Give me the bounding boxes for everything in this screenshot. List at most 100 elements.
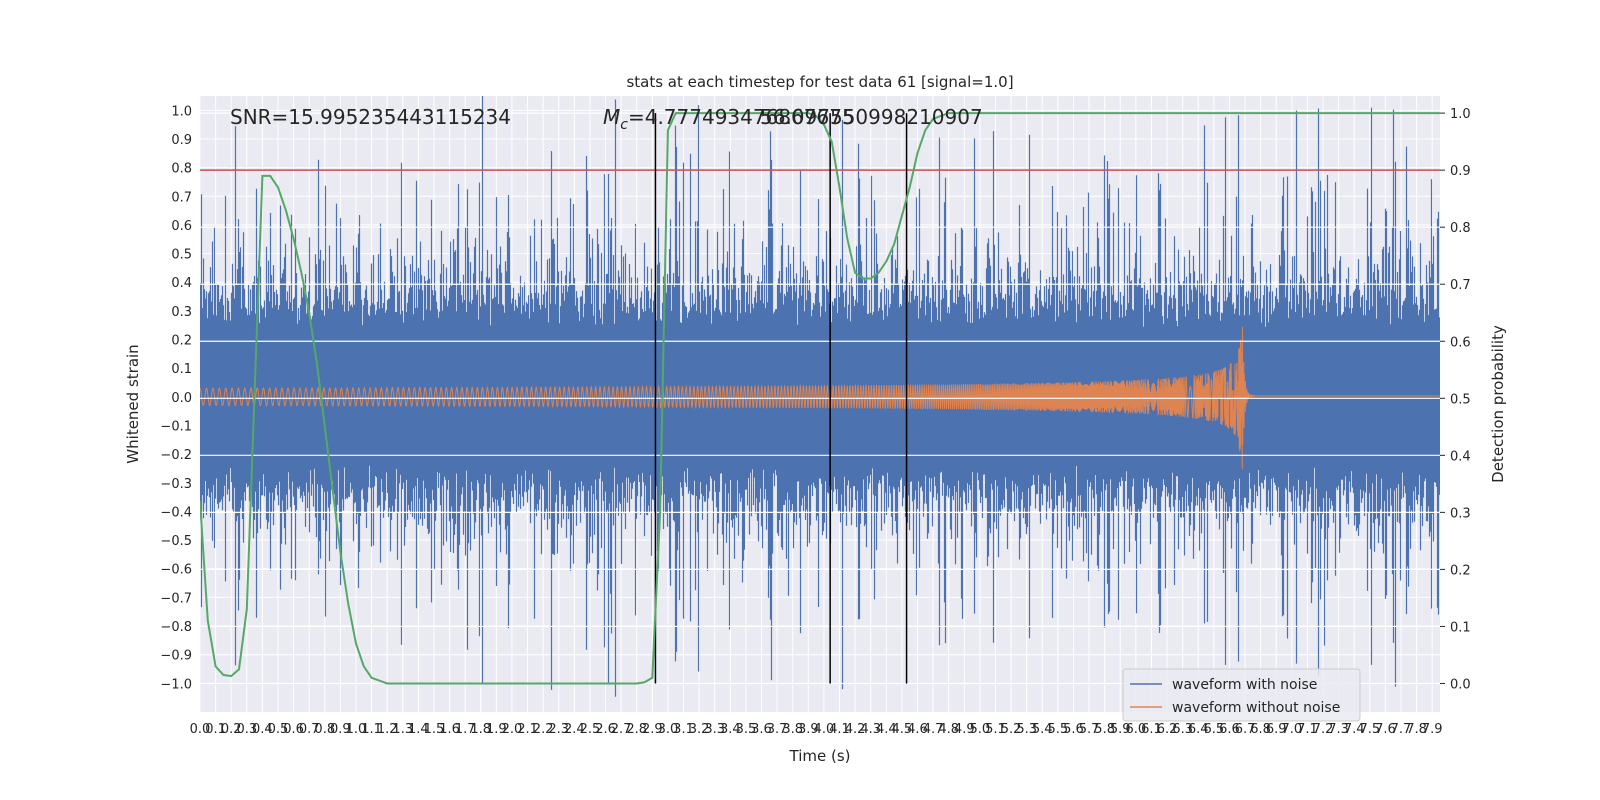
x-tick-label: 1.3	[392, 722, 413, 737]
y-tick-label: −0.3	[160, 477, 192, 492]
y-tick-label: 0.5	[171, 248, 192, 263]
y2-tick-label: 0.9	[1450, 164, 1471, 179]
y-tick-label: 0.4	[171, 276, 192, 291]
chirp-mass-overlap-text: 56.097550998210907	[760, 105, 983, 129]
chart-title: stats at each timestep for test data 61 …	[626, 73, 1013, 91]
legend-label-noise: waveform with noise	[1172, 677, 1317, 693]
x-tick-label: 3.7	[767, 722, 788, 737]
x-tick-label: 0.8	[314, 722, 335, 737]
x-tick-label: 7.0	[1281, 722, 1302, 737]
x-tick-label: 3.8	[782, 722, 803, 737]
x-tick-label: 4.2	[845, 722, 866, 737]
y2-tick-label: 0.3	[1450, 506, 1471, 521]
y-tick-label: 0.2	[171, 334, 192, 349]
clean-waveform-series	[200, 326, 1440, 470]
snr-annotation: SNR=15.995235443115234	[230, 105, 511, 129]
x-tick-label: 7.9	[1422, 722, 1443, 737]
x-tick-label: 2.0	[502, 722, 523, 737]
y-tick-label: 0.1	[171, 362, 192, 377]
x-tick-label: 7.4	[1344, 722, 1365, 737]
x-tick-label: 4.6	[907, 722, 928, 737]
x-tick-label: 0.4	[252, 722, 273, 737]
y2-tick-labels: 1.0 0.9 0.8 0.7 0.6 0.5 0.4 0.3 0.2 0.1 0.0	[1440, 107, 1471, 692]
x-tick-label: 1.8	[470, 722, 491, 737]
y-tick-label: −0.8	[160, 620, 192, 635]
x-tick-label: 4.9	[954, 722, 975, 737]
x-tick-label: 7.3	[1328, 722, 1349, 737]
y-tick-label: 0.6	[171, 219, 192, 234]
x-tick-label: 7.8	[1406, 722, 1427, 737]
x-tick-label: 5.6	[1063, 722, 1084, 737]
overlay-layer	[200, 112, 1440, 685]
x-tick-label: 6.8	[1250, 722, 1271, 737]
mc-subscript: c	[620, 117, 628, 133]
x-tick-label: 0.7	[299, 722, 320, 737]
y-tick-label: −0.4	[160, 505, 192, 520]
x-tick-label: 0.6	[283, 722, 304, 737]
x-tick-label: 6.1	[1141, 722, 1162, 737]
x-tick-label: 0.3	[236, 722, 257, 737]
x-tick-label: 7.6	[1375, 722, 1396, 737]
x-tick-label: 6.6	[1219, 722, 1240, 737]
y-tick-label: −0.6	[160, 563, 192, 578]
x-tick-label: 6.7	[1235, 722, 1256, 737]
x-tick-label: 5.4	[1032, 722, 1053, 737]
x-tick-label: 1.5	[424, 722, 445, 737]
x-tick-label: 5.9	[1110, 722, 1131, 737]
detection-probability-line	[200, 112, 1440, 685]
x-axis-label: Time (s)	[789, 747, 851, 765]
x-tick-label: 1.7	[455, 722, 476, 737]
x-tick-label: 2.4	[564, 722, 585, 737]
x-tick-label: 5.3	[1016, 722, 1037, 737]
y-tick-label: 1.0	[171, 104, 192, 119]
mc-symbol: M	[603, 105, 620, 129]
x-tick-label: 2.8	[626, 722, 647, 737]
y-tick-label: −1.0	[160, 677, 192, 692]
legend-box	[1122, 668, 1361, 722]
x-tick-label: 2.2	[533, 722, 554, 737]
x-tick-label: 5.0	[970, 722, 991, 737]
y-tick-label: 0.3	[171, 305, 192, 320]
x-tick-label: 7.2	[1313, 722, 1334, 737]
x-tick-label: 0.0	[190, 722, 211, 737]
y2-tick-label: 1.0	[1450, 107, 1471, 122]
x-tick-label: 5.7	[1079, 722, 1100, 737]
x-tick-label: 2.1	[517, 722, 538, 737]
x-tick-label: 6.3	[1172, 722, 1193, 737]
legend-label-clean: waveform without noise	[1172, 700, 1340, 716]
y2-tick-label: 0.5	[1450, 392, 1471, 407]
x-tick-label: 6.0	[1126, 722, 1147, 737]
y-tick-label: 0.8	[171, 162, 192, 177]
y-tick-label: −0.2	[160, 448, 192, 463]
x-tick-label: 0.2	[221, 722, 242, 737]
x-tick-label: 3.4	[720, 722, 741, 737]
x-tick-label: 3.3	[704, 722, 725, 737]
x-tick-label: 3.1	[673, 722, 694, 737]
mc-value: =4.777493476867675	[628, 105, 855, 129]
x-tick-label: 3.6	[751, 722, 772, 737]
y-tick-label: −0.9	[160, 649, 192, 664]
y2-tick-label: 0.4	[1450, 449, 1471, 464]
x-tick-label: 5.1	[985, 722, 1006, 737]
x-tick-label: 1.2	[377, 722, 398, 737]
x-tick-label: 6.9	[1266, 722, 1287, 737]
clean-waveform-line	[200, 326, 1440, 470]
y-tick-label: 0.7	[171, 190, 192, 205]
x-tick-label: 1.6	[439, 722, 460, 737]
y2-axis-label: Detection probability	[1489, 325, 1507, 483]
x-tick-label: 4.3	[860, 722, 881, 737]
x-tick-label: 6.4	[1188, 722, 1209, 737]
x-tick-label: 1.0	[346, 722, 367, 737]
x-tick-label: 2.3	[548, 722, 569, 737]
x-tick-label: 5.5	[1048, 722, 1069, 737]
y2-tick-label: 0.6	[1450, 335, 1471, 350]
x-tick-label: 4.0	[814, 722, 835, 737]
x-tick-label: 2.6	[595, 722, 616, 737]
x-tick-label: 7.7	[1391, 722, 1412, 737]
y2-tick-label: 0.2	[1450, 563, 1471, 578]
x-tick-label: 0.9	[330, 722, 351, 737]
x-tick-label: 1.9	[486, 722, 507, 737]
x-tick-label: 7.5	[1359, 722, 1380, 737]
x-tick-label: 3.5	[736, 722, 757, 737]
